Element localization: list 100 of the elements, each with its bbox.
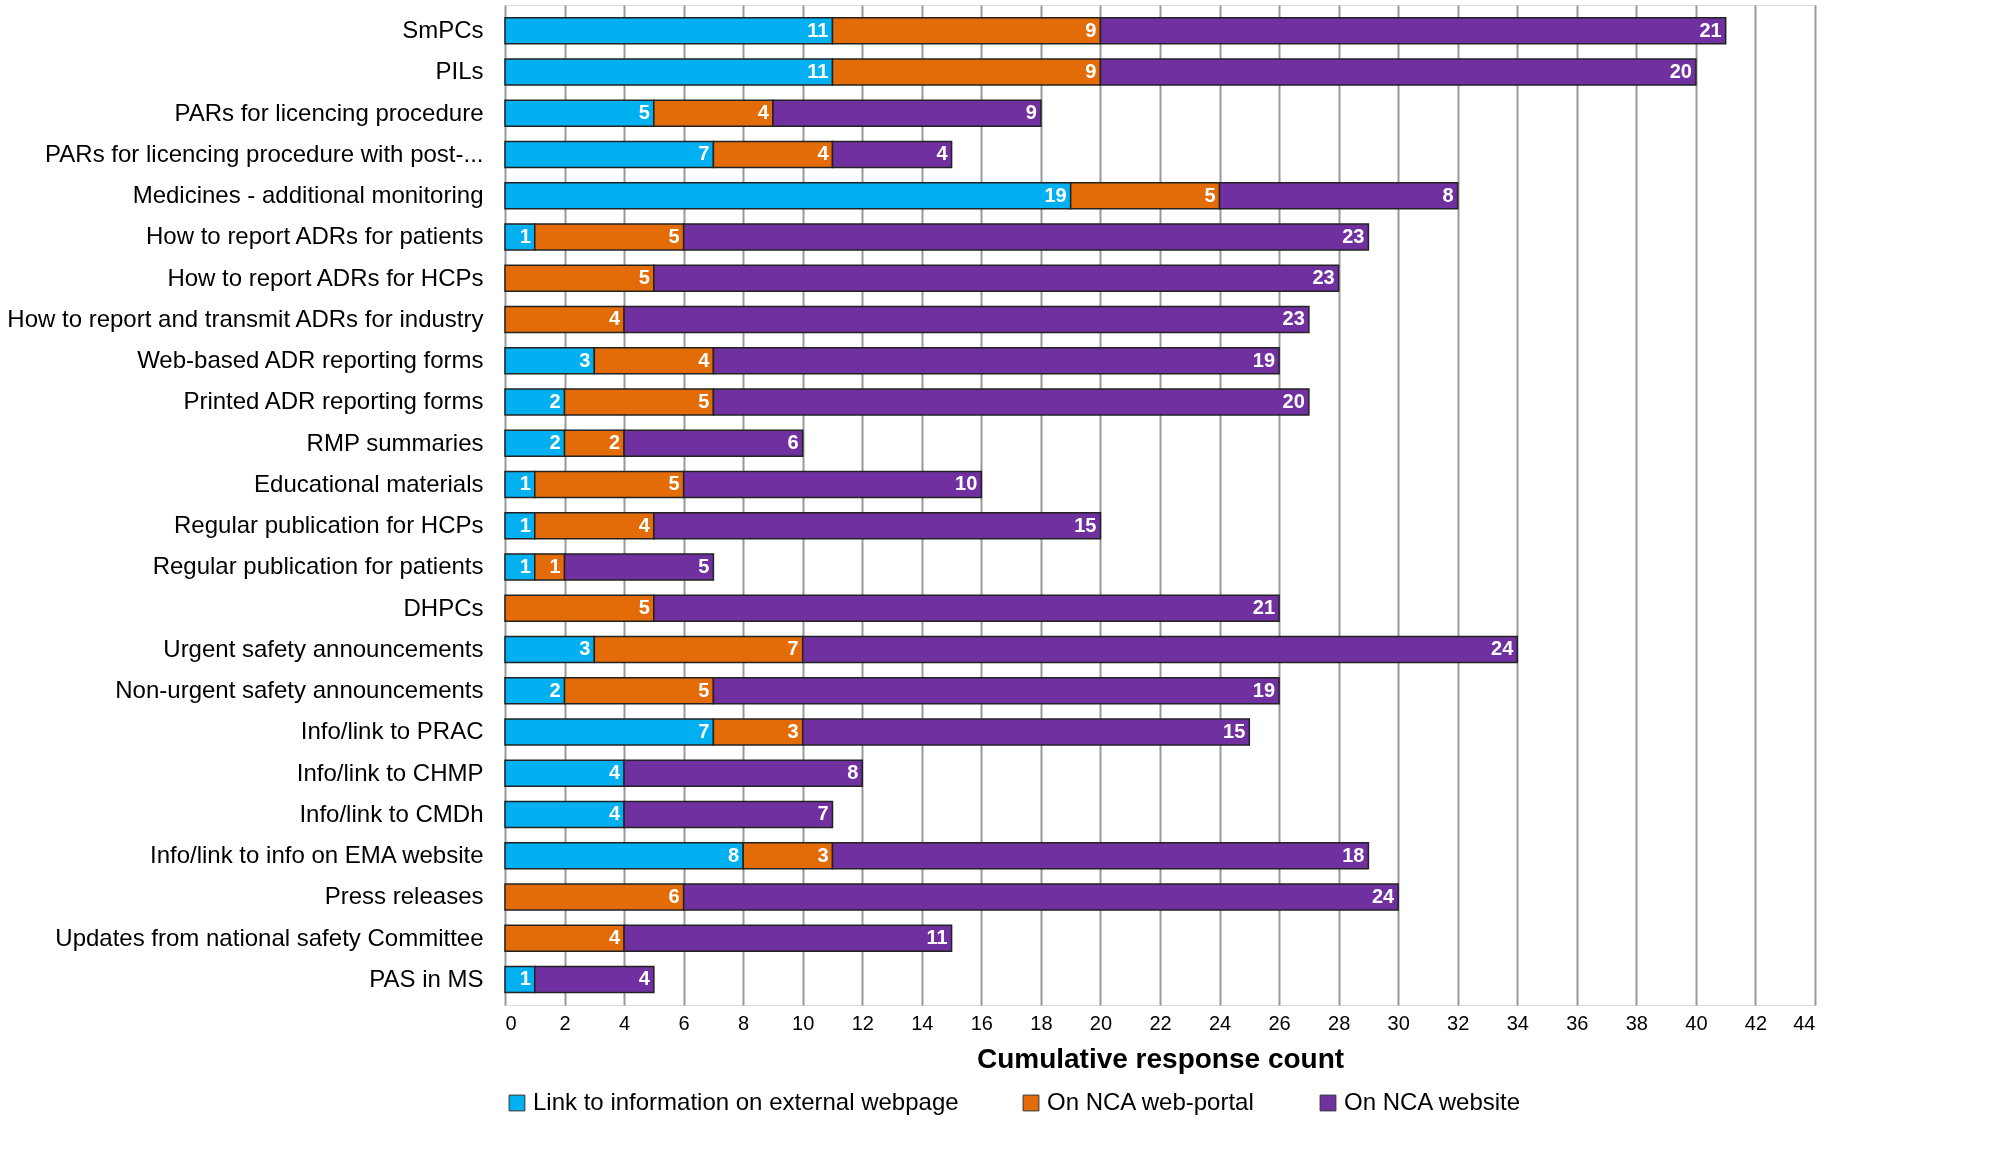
data-label: 11 bbox=[926, 926, 948, 949]
y-tick-label: SmPCs bbox=[402, 16, 484, 44]
data-label: 4 bbox=[817, 142, 830, 165]
y-tick-label: How to report and transmit ADRs for industry bbox=[7, 304, 484, 332]
data-label: 23 bbox=[1282, 307, 1305, 330]
data-label: 7 bbox=[787, 637, 799, 660]
y-tick-label: DHPCs bbox=[403, 593, 484, 621]
data-label: 15 bbox=[1074, 513, 1097, 536]
data-label: 5 bbox=[638, 101, 650, 124]
x-tick-label: 14 bbox=[911, 1011, 934, 1034]
data-label: 24 bbox=[1371, 884, 1396, 907]
y-tick-label: Info/link to info on EMA website bbox=[149, 841, 484, 869]
data-label: 3 bbox=[579, 348, 591, 371]
y-tick-label: RMP summaries bbox=[306, 428, 484, 456]
data-label: 20 bbox=[1282, 389, 1305, 412]
x-tick-label: 30 bbox=[1387, 1011, 1410, 1034]
data-label: 5 bbox=[638, 266, 650, 289]
x-tick-label: 26 bbox=[1268, 1011, 1291, 1034]
legend-label: Link to information on external webpage bbox=[533, 1088, 959, 1115]
data-label: 1 bbox=[519, 967, 531, 990]
y-tick-label: PAS in MS bbox=[369, 964, 484, 992]
data-label: 5 bbox=[668, 224, 680, 247]
data-label: 2 bbox=[608, 431, 621, 454]
y-tick-label: How to report ADRs for patients bbox=[146, 222, 484, 250]
data-label: 7 bbox=[698, 142, 710, 165]
data-label: 5 bbox=[638, 596, 650, 619]
data-label: 4 bbox=[638, 967, 651, 990]
data-label: 4 bbox=[936, 142, 949, 165]
y-tick-label: Press releases bbox=[324, 882, 484, 910]
x-tick-label: 12 bbox=[851, 1011, 874, 1034]
x-tick-label: 40 bbox=[1685, 1011, 1708, 1034]
x-tick-label: 4 bbox=[619, 1011, 631, 1034]
x-tick-label: 32 bbox=[1447, 1011, 1470, 1034]
data-label: 5 bbox=[698, 389, 710, 412]
y-tick-label: Info/link to PRAC bbox=[300, 717, 484, 745]
y-tick-label: Info/link to CHMP bbox=[296, 758, 484, 786]
x-tick-label: 42 bbox=[1744, 1011, 1768, 1034]
data-label: 8 bbox=[1442, 183, 1454, 206]
data-label: 19 bbox=[1252, 678, 1276, 701]
data-label: 8 bbox=[847, 761, 859, 784]
y-tick-label: Regular publication for HCPs bbox=[174, 511, 484, 539]
y-tick-label: PILs bbox=[435, 57, 484, 85]
data-label: 23 bbox=[1342, 224, 1365, 247]
data-label: 23 bbox=[1312, 266, 1335, 289]
x-tick-label: 24 bbox=[1208, 1011, 1232, 1034]
data-label: 3 bbox=[817, 843, 829, 866]
data-label: 6 bbox=[668, 884, 680, 907]
x-tick-label: 6 bbox=[678, 1011, 690, 1034]
data-label: 15 bbox=[1223, 719, 1246, 742]
x-tick-label: 22 bbox=[1149, 1011, 1172, 1034]
data-label: 4 bbox=[608, 802, 621, 825]
y-tick-label: Medicines - additional monitoring bbox=[132, 181, 484, 209]
x-tick-label: 0 bbox=[505, 1011, 517, 1034]
data-label: 6 bbox=[787, 431, 799, 454]
data-label: 11 bbox=[807, 59, 829, 82]
legend-label: On NCA web-portal bbox=[1047, 1088, 1254, 1115]
y-tick-label: Educational materials bbox=[254, 469, 484, 497]
data-label: 3 bbox=[579, 637, 591, 660]
data-label: 9 bbox=[1025, 101, 1037, 124]
data-label: 21 bbox=[1252, 596, 1276, 619]
x-tick-label: 20 bbox=[1089, 1011, 1113, 1034]
data-label: 11 bbox=[807, 18, 829, 41]
data-label: 2 bbox=[549, 389, 561, 412]
x-tick-label: 8 bbox=[738, 1011, 750, 1034]
x-tick-label: 10 bbox=[792, 1011, 815, 1034]
data-label: 4 bbox=[608, 926, 621, 949]
data-label: 5 bbox=[668, 472, 680, 495]
data-label: 4 bbox=[757, 101, 770, 124]
data-label: 19 bbox=[1044, 183, 1067, 206]
x-axis-title: Cumulative response count bbox=[976, 1042, 1345, 1074]
x-tick-label: 44 bbox=[1793, 1011, 1816, 1034]
y-tick-label: Printed ADR reporting forms bbox=[183, 387, 484, 415]
data-label: 5 bbox=[1204, 183, 1216, 206]
data-label: 1 bbox=[519, 513, 531, 536]
y-tick-label: How to report ADRs for HCPs bbox=[167, 263, 484, 291]
y-tick-label: Updates from national safety Committee bbox=[55, 923, 484, 951]
y-tick-label: PARs for licencing procedure bbox=[174, 98, 484, 126]
data-label: 4 bbox=[638, 513, 651, 536]
data-label: 1 bbox=[519, 554, 531, 577]
y-tick-label: Info/link to CMDh bbox=[299, 799, 484, 827]
data-label: 18 bbox=[1342, 843, 1365, 866]
data-label: 4 bbox=[608, 307, 621, 330]
x-tick-label: 28 bbox=[1328, 1011, 1351, 1034]
data-label: 1 bbox=[549, 554, 561, 577]
legend-label: On NCA website bbox=[1344, 1088, 1521, 1115]
data-label: 21 bbox=[1699, 18, 1722, 41]
data-label: 20 bbox=[1669, 59, 1692, 82]
data-label: 4 bbox=[698, 348, 711, 371]
y-tick-label: Regular publication for patients bbox=[152, 552, 484, 580]
data-label: 19 bbox=[1252, 348, 1276, 371]
y-tick-label: Urgent safety announcements bbox=[163, 634, 484, 662]
data-label: 1 bbox=[519, 472, 531, 495]
data-label: 3 bbox=[787, 719, 799, 742]
x-tick-label: 16 bbox=[970, 1011, 993, 1034]
x-tick-label: 36 bbox=[1566, 1011, 1589, 1034]
data-label: 9 bbox=[1085, 18, 1097, 41]
data-label: 1 bbox=[519, 224, 531, 247]
x-tick-label: 2 bbox=[559, 1011, 571, 1034]
x-tick-label: 34 bbox=[1506, 1011, 1529, 1034]
x-tick-label: 18 bbox=[1030, 1011, 1053, 1034]
